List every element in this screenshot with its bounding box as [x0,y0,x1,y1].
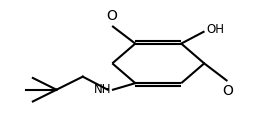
Text: O: O [106,9,117,23]
Text: O: O [222,84,233,98]
Text: NH: NH [94,83,112,96]
Text: OH: OH [206,23,224,36]
